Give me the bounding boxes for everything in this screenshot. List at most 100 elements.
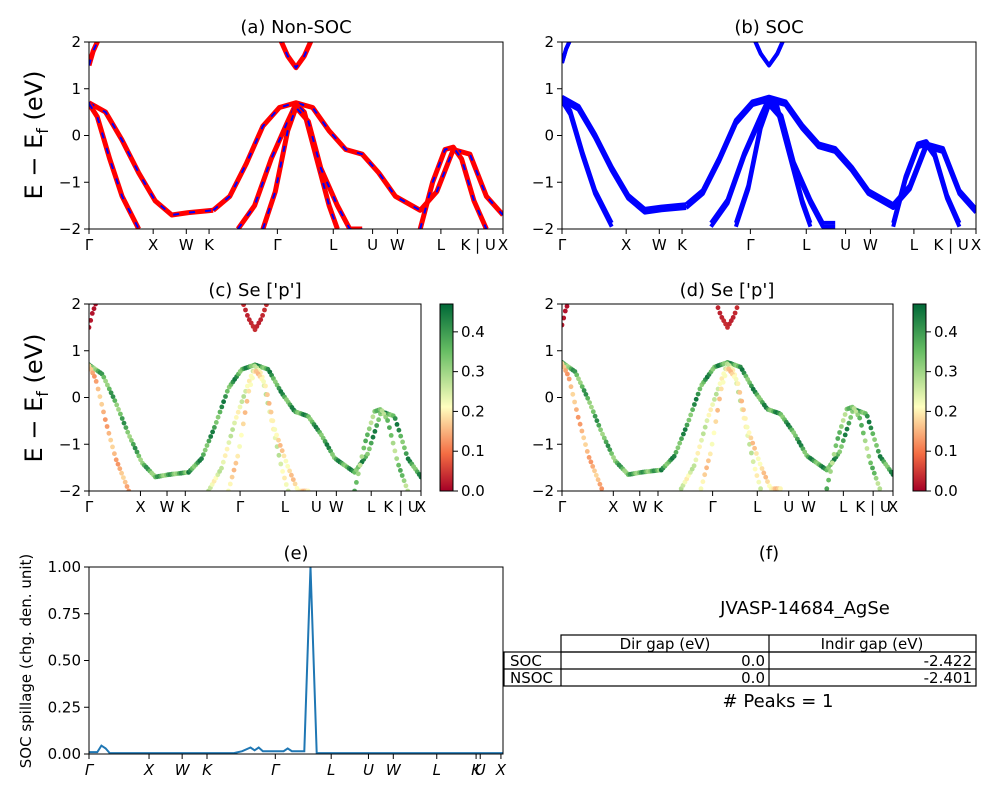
- band-line: [753, 42, 785, 68]
- data-point: [241, 394, 247, 399]
- data-point: [574, 407, 579, 412]
- data-point: [718, 386, 724, 392]
- data-point: [117, 466, 123, 472]
- data-point: [574, 372, 580, 378]
- xtick-label: W: [632, 498, 647, 516]
- title-f: (f): [759, 543, 779, 564]
- bands-soc: [562, 42, 976, 229]
- band-line: [734, 99, 836, 225]
- colorbar-c: [439, 303, 454, 492]
- data-point: [864, 446, 870, 451]
- data-point: [361, 445, 367, 451]
- data-point: [700, 431, 706, 437]
- data-point: [712, 397, 717, 402]
- data-point: [357, 462, 363, 468]
- data-point: [702, 472, 708, 478]
- data-point: [688, 412, 694, 418]
- ytick-label: −1: [532, 173, 554, 191]
- data-point: [208, 434, 214, 439]
- data-point: [592, 413, 598, 419]
- data-point: [848, 415, 854, 420]
- ytick-label: 1: [71, 342, 81, 360]
- data-point: [737, 390, 743, 395]
- data-point: [402, 445, 407, 451]
- xtick-label: W: [386, 761, 402, 779]
- data-point: [104, 424, 110, 429]
- data-point: [221, 399, 227, 405]
- data-point: [844, 426, 850, 432]
- data-point: [92, 374, 97, 379]
- data-point: [585, 395, 591, 401]
- data-point: [581, 388, 587, 393]
- xtick-label: Γ: [558, 498, 567, 516]
- data-point: [129, 438, 134, 443]
- data-point: [682, 427, 688, 432]
- data-point: [213, 420, 219, 425]
- xtick-label: L: [437, 236, 446, 254]
- data-point: [748, 435, 754, 441]
- data-point: [400, 439, 405, 445]
- data-point: [567, 304, 570, 305]
- data-point: [708, 407, 714, 413]
- data-point: [868, 460, 873, 466]
- data-point: [126, 488, 132, 491]
- data-point: [212, 425, 217, 430]
- xtick-label: X: [971, 236, 981, 254]
- ytick-label: 0: [71, 389, 81, 407]
- data-point: [864, 413, 870, 419]
- data-point: [746, 430, 752, 436]
- data-point: [398, 433, 404, 439]
- data-point: [219, 465, 224, 471]
- data-point: [706, 458, 711, 464]
- data-point: [108, 390, 114, 396]
- data-point: [873, 475, 879, 481]
- axes-frame: [88, 41, 504, 230]
- data-point: [231, 467, 237, 473]
- ytick-label: 2: [544, 295, 554, 313]
- data-point: [600, 431, 605, 437]
- xtick-label: Γ: [85, 236, 94, 254]
- data-point: [99, 401, 105, 407]
- data-point: [754, 473, 760, 478]
- xtick-label: X: [888, 498, 898, 516]
- data-point: [401, 478, 407, 484]
- axes-frame: [88, 303, 422, 492]
- xtick-label: Γ: [558, 236, 567, 254]
- data-point: [272, 427, 278, 432]
- data-point: [226, 488, 231, 491]
- colorbar-tick-label: 0.3: [934, 363, 958, 381]
- data-point: [756, 479, 762, 485]
- data-point: [242, 410, 248, 415]
- data-point: [394, 456, 400, 461]
- data-point: [875, 448, 881, 454]
- ytick-label: −1: [59, 173, 81, 191]
- data-point: [359, 454, 365, 459]
- data-point: [679, 436, 684, 442]
- data-point: [290, 477, 296, 482]
- xtick-label: U: [363, 761, 374, 779]
- xtick-label: L: [327, 761, 335, 779]
- data-point: [686, 417, 692, 423]
- xtick-label: L: [329, 236, 338, 254]
- data-point: [233, 415, 239, 420]
- data-point: [566, 376, 572, 382]
- data-point: [750, 440, 756, 446]
- data-point: [403, 451, 409, 456]
- data-point: [283, 482, 289, 487]
- data-point: [403, 483, 409, 489]
- data-point: [265, 392, 270, 398]
- data-point: [749, 450, 754, 456]
- data-point: [103, 378, 108, 384]
- data-point: [220, 459, 226, 465]
- data-point: [587, 400, 592, 405]
- data-point: [763, 474, 769, 480]
- data-point: [101, 409, 106, 415]
- data-point: [232, 420, 237, 426]
- data-point: [704, 465, 709, 471]
- data-point: [112, 451, 117, 457]
- xtick-label: U: [311, 498, 322, 516]
- data-point: [405, 488, 411, 491]
- data-point: [202, 447, 208, 453]
- ytick-label: −1: [532, 435, 554, 453]
- data-point: [388, 433, 394, 438]
